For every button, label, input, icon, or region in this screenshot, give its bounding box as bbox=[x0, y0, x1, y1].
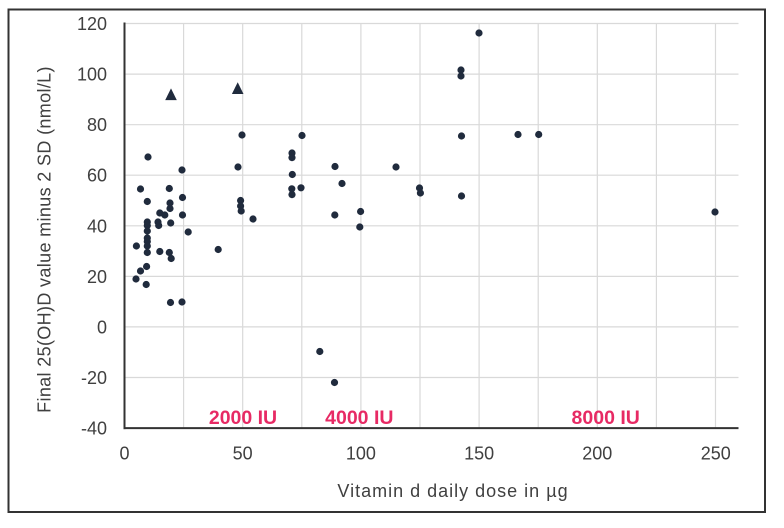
svg-text:20: 20 bbox=[87, 267, 107, 287]
svg-text:-20: -20 bbox=[81, 368, 107, 388]
svg-text:Vitamin d daily dose in µg: Vitamin d daily dose in µg bbox=[337, 481, 568, 501]
svg-text:150: 150 bbox=[464, 444, 494, 464]
svg-text:100: 100 bbox=[77, 65, 107, 85]
svg-text:Final 25(OH)D value minus 2 SD: Final 25(OH)D value minus 2 SD (nmol/L) bbox=[35, 66, 55, 413]
svg-text:40: 40 bbox=[87, 216, 107, 236]
svg-text:50: 50 bbox=[233, 444, 253, 464]
svg-text:100: 100 bbox=[346, 444, 376, 464]
svg-text:120: 120 bbox=[77, 14, 107, 34]
svg-text:0: 0 bbox=[97, 317, 107, 337]
svg-text:2000 IU: 2000 IU bbox=[209, 407, 277, 429]
svg-text:80: 80 bbox=[87, 115, 107, 135]
svg-text:0: 0 bbox=[119, 444, 129, 464]
svg-text:60: 60 bbox=[87, 166, 107, 186]
svg-text:200: 200 bbox=[582, 444, 612, 464]
svg-text:4000 IU: 4000 IU bbox=[325, 407, 393, 429]
svg-text:8000 IU: 8000 IU bbox=[572, 407, 640, 429]
svg-text:250: 250 bbox=[701, 444, 731, 464]
svg-text:-40: -40 bbox=[81, 419, 107, 439]
